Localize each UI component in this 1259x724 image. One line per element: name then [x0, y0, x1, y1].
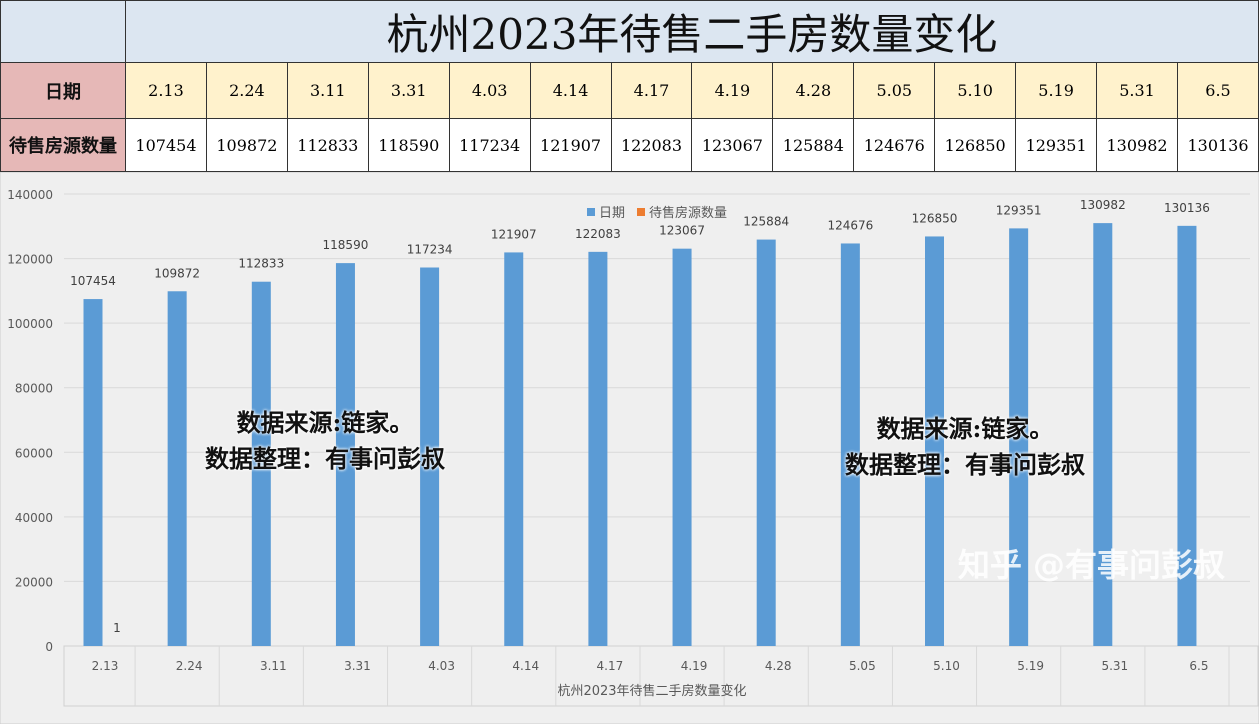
y-tick-label: 0 [45, 640, 53, 654]
count-header: 待售房源数量 [0, 118, 126, 172]
corner-cell [0, 0, 126, 63]
bar-chart: 0 20000 40000 60000 80000 100000 120000 140000 2… [0, 172, 1259, 724]
bar-date [167, 291, 187, 646]
y-tick-label: 20000 [15, 575, 53, 589]
bar-date [1093, 223, 1113, 646]
date-cell: 2.24 [205, 62, 288, 119]
x-tick-label: 5.19 [1017, 659, 1044, 673]
count-cell: 125884 [772, 118, 855, 172]
data-label: 126850 [912, 211, 958, 225]
date-header: 日期 [0, 62, 126, 119]
date-cell: 2.13 [125, 62, 207, 119]
bar-date [1177, 225, 1197, 647]
date-cell: 4.28 [772, 62, 855, 119]
x-tick-label: 4.03 [428, 659, 455, 673]
chart-background [0, 172, 1259, 724]
count-cell: 130982 [1096, 118, 1178, 172]
source-watermark-left: 数据来源:链家。数据整理：有事问彭叔 [180, 405, 470, 477]
data-label: 112833 [238, 257, 284, 271]
source-watermark-right: 数据来源:链家。数据整理：有事问彭叔 [820, 411, 1110, 483]
date-cell: 6.5 [1176, 62, 1259, 119]
data-label: 122083 [575, 227, 621, 241]
bar-date [840, 243, 860, 646]
date-cell: 5.19 [1015, 62, 1098, 119]
date-cell: 4.14 [529, 62, 612, 119]
bar-date [83, 299, 103, 646]
x-tick-label: 5.10 [933, 659, 960, 673]
x-tick-label: 5.05 [849, 659, 876, 673]
count-cell: 117234 [448, 118, 531, 172]
x-tick-label: 6.5 [1189, 659, 1208, 673]
y-tick-label: 140000 [7, 188, 53, 202]
data-label: 121907 [491, 227, 537, 241]
bar-date [925, 236, 944, 646]
data-label: 117234 [407, 243, 453, 257]
y-tick-label: 120000 [7, 253, 53, 267]
date-cell: 5.05 [853, 62, 936, 119]
bar-date [420, 267, 440, 646]
x-tick-label: 3.31 [344, 659, 371, 673]
count-cell: 130136 [1176, 118, 1259, 172]
legend-swatch [637, 208, 645, 216]
date-cell: 3.31 [367, 62, 450, 119]
data-label: 124676 [827, 218, 873, 232]
bar-date [672, 248, 692, 646]
x-tick-label: 2.24 [176, 659, 203, 673]
data-label: 123067 [659, 224, 705, 238]
count-cell: 121907 [529, 118, 612, 172]
legend-swatch [587, 208, 595, 216]
x-tick-label: 4.17 [597, 659, 624, 673]
count-cell: 122083 [610, 118, 693, 172]
source-text: 数据来源:链家。 [876, 414, 1054, 443]
data-label: 129351 [996, 203, 1042, 217]
legend-label: 日期 [599, 206, 625, 221]
author-text: 数据整理：有事问彭叔 [205, 444, 445, 473]
author-text: 数据整理：有事问彭叔 [845, 450, 1085, 479]
x-tick-label: 4.14 [512, 659, 539, 673]
count-cell: 112833 [286, 118, 369, 172]
bar-date [756, 239, 776, 646]
count-cell: 124676 [853, 118, 936, 172]
count-cell: 129351 [1015, 118, 1098, 172]
bar-date [588, 251, 608, 646]
site-watermark: 知乎 @有事问彭叔 [957, 546, 1225, 584]
x-tick-label: 4.28 [765, 659, 792, 673]
table-title: 杭州2023年待售二手房数量变化 [125, 0, 1259, 63]
data-label: 125884 [743, 215, 789, 229]
x-tick-label: 5.31 [1101, 659, 1128, 673]
data-label: 1 [113, 621, 121, 635]
count-cell: 126850 [934, 118, 1017, 172]
x-axis-title: 杭州2023年待售二手房数量变化 [557, 683, 746, 699]
x-tick-label: 3.11 [260, 659, 287, 673]
count-cell: 107454 [125, 118, 207, 172]
date-cell: 4.17 [610, 62, 693, 119]
category-axis-box [63, 645, 1259, 707]
bar-date [504, 252, 524, 646]
y-tick-label: 40000 [15, 511, 53, 525]
date-cell: 3.11 [286, 62, 369, 119]
y-tick-label: 60000 [15, 446, 53, 460]
data-label: 107454 [70, 274, 116, 288]
x-tick-label: 4.19 [681, 659, 708, 673]
date-cell: 4.03 [448, 62, 531, 119]
x-tick-label: 2.13 [92, 659, 119, 673]
y-tick-label: 100000 [7, 317, 53, 331]
date-cell: 4.19 [691, 62, 774, 119]
data-table: 杭州2023年待售二手房数量变化 日期 2.13 2.24 3.11 3.31 4.03 4… [0, 0, 1259, 172]
legend-label: 待售房源数量 [649, 205, 727, 221]
count-cell: 123067 [691, 118, 774, 172]
bar-date [251, 281, 271, 646]
date-cell: 5.31 [1096, 62, 1178, 119]
data-label: 130982 [1080, 198, 1126, 212]
count-cell: 109872 [205, 118, 288, 172]
date-cell: 5.10 [934, 62, 1017, 119]
data-label: 109872 [154, 266, 200, 280]
source-text: 数据来源:链家。 [236, 408, 414, 437]
y-tick-label: 80000 [15, 382, 53, 396]
bar-date [1009, 228, 1029, 647]
data-label: 118590 [323, 238, 369, 252]
data-label: 130136 [1164, 201, 1210, 215]
bar-date [335, 263, 355, 646]
count-cell: 118590 [367, 118, 450, 172]
